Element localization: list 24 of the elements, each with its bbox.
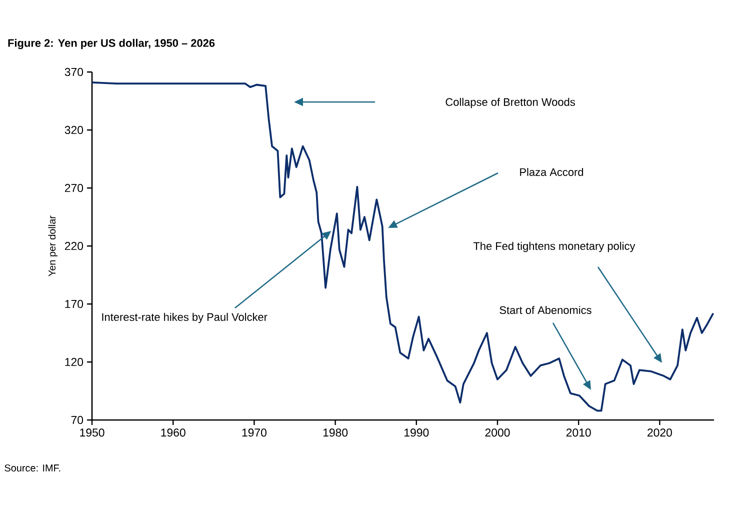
annotation: Interest-rate hikes by Paul Volcker (102, 312, 268, 324)
y-tick-label: 270 (64, 184, 84, 192)
y-tick-label: 220 (64, 242, 84, 250)
annotation: The Fed tightens monetary policy (473, 242, 636, 252)
x-tick-label: 2020 (648, 428, 672, 437)
y-tick-label: 320 (64, 126, 84, 134)
chart-title: Figure 2: Yen per US dollar, 1950 – 2026 (8, 38, 215, 50)
x-tick-label: 1970 (242, 428, 266, 437)
x-tick-label: 1960 (161, 428, 186, 437)
y-axis-title: Yen per dollar (48, 216, 58, 276)
annotation: Start of Abenomics (500, 306, 592, 314)
x-tick-label: 2000 (485, 428, 510, 437)
y-tick-label: 370 (64, 68, 84, 76)
annotation: Collapse of Bretton Woods (446, 98, 575, 108)
line-series (91, 81, 714, 412)
y-tick-label: 170 (65, 300, 84, 308)
annotation: Plaza Accord (520, 168, 584, 176)
x-tick-label: 1990 (404, 428, 429, 437)
source-note: Source: IMF. (4, 464, 60, 472)
y-tick-label: 120 (65, 358, 84, 366)
x-tick-label: 1950 (80, 428, 104, 437)
y-tick-label: 70 (71, 416, 84, 424)
x-tick-label: 1980 (323, 428, 348, 437)
x-tick-label: 2010 (566, 428, 591, 437)
